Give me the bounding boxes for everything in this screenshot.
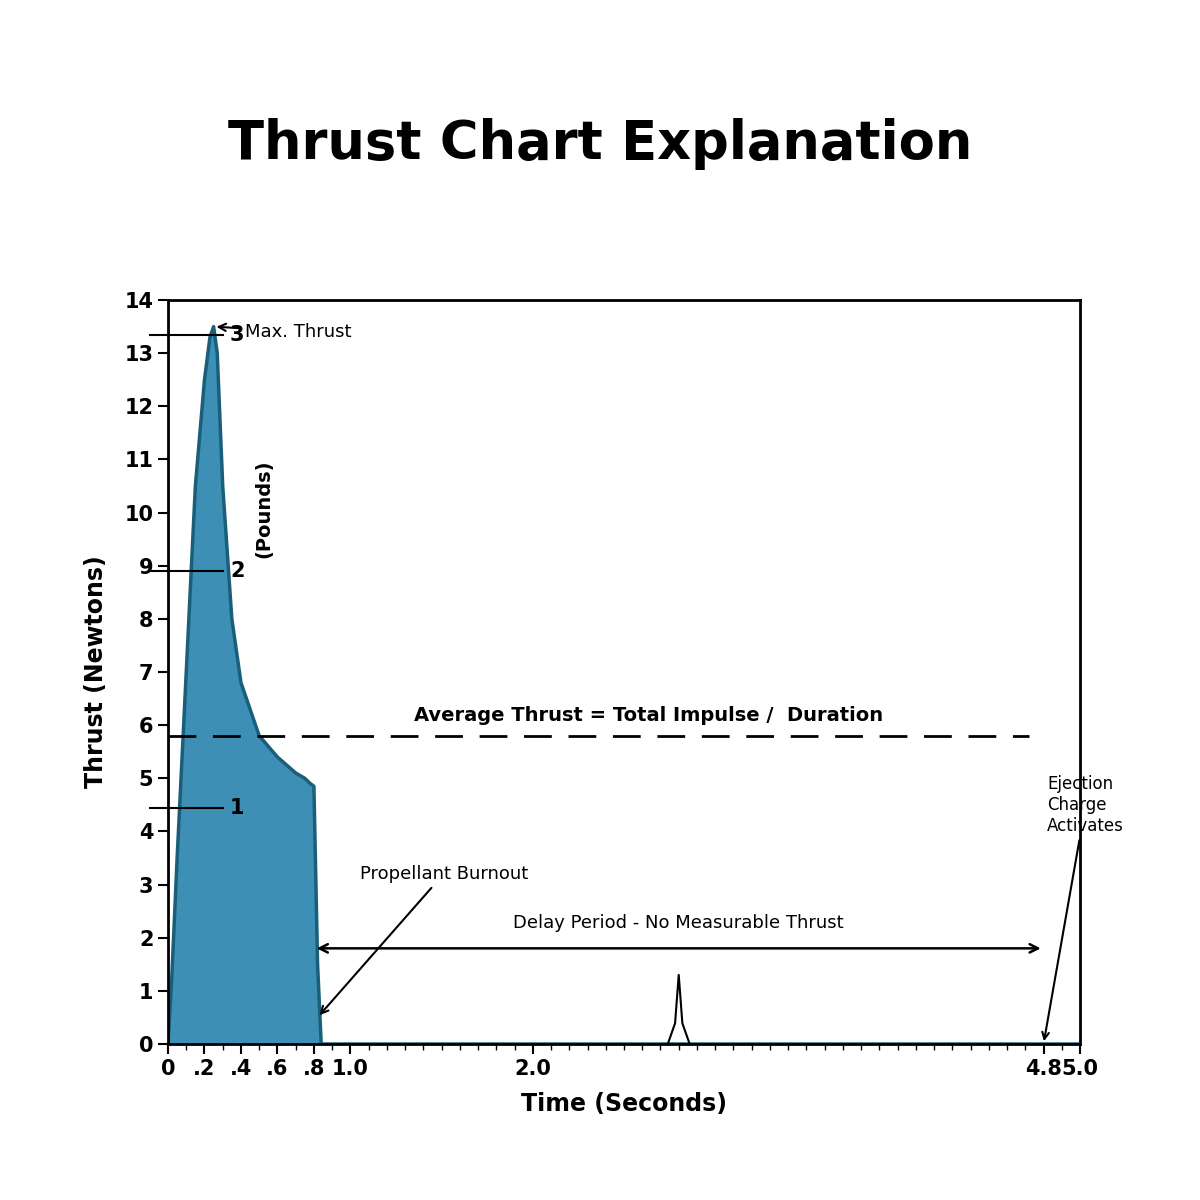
Text: Ejection
Charge
Activates: Ejection Charge Activates [1043,775,1124,1039]
Text: 1: 1 [230,798,245,817]
Text: Thrust Chart Explanation: Thrust Chart Explanation [228,118,972,170]
Text: Propellant Burnout: Propellant Burnout [320,865,528,1014]
Text: Delay Period - No Measurable Thrust: Delay Period - No Measurable Thrust [514,914,844,932]
Text: Max. Thrust: Max. Thrust [218,323,352,341]
Text: 2: 2 [230,562,245,581]
Text: Average Thrust = Total Impulse /  Duration: Average Thrust = Total Impulse / Duratio… [414,706,883,725]
Text: (Pounds): (Pounds) [254,460,274,558]
Y-axis label: Thrust (Newtons): Thrust (Newtons) [84,556,108,788]
X-axis label: Time (Seconds): Time (Seconds) [521,1092,727,1116]
Text: 3: 3 [230,324,245,344]
